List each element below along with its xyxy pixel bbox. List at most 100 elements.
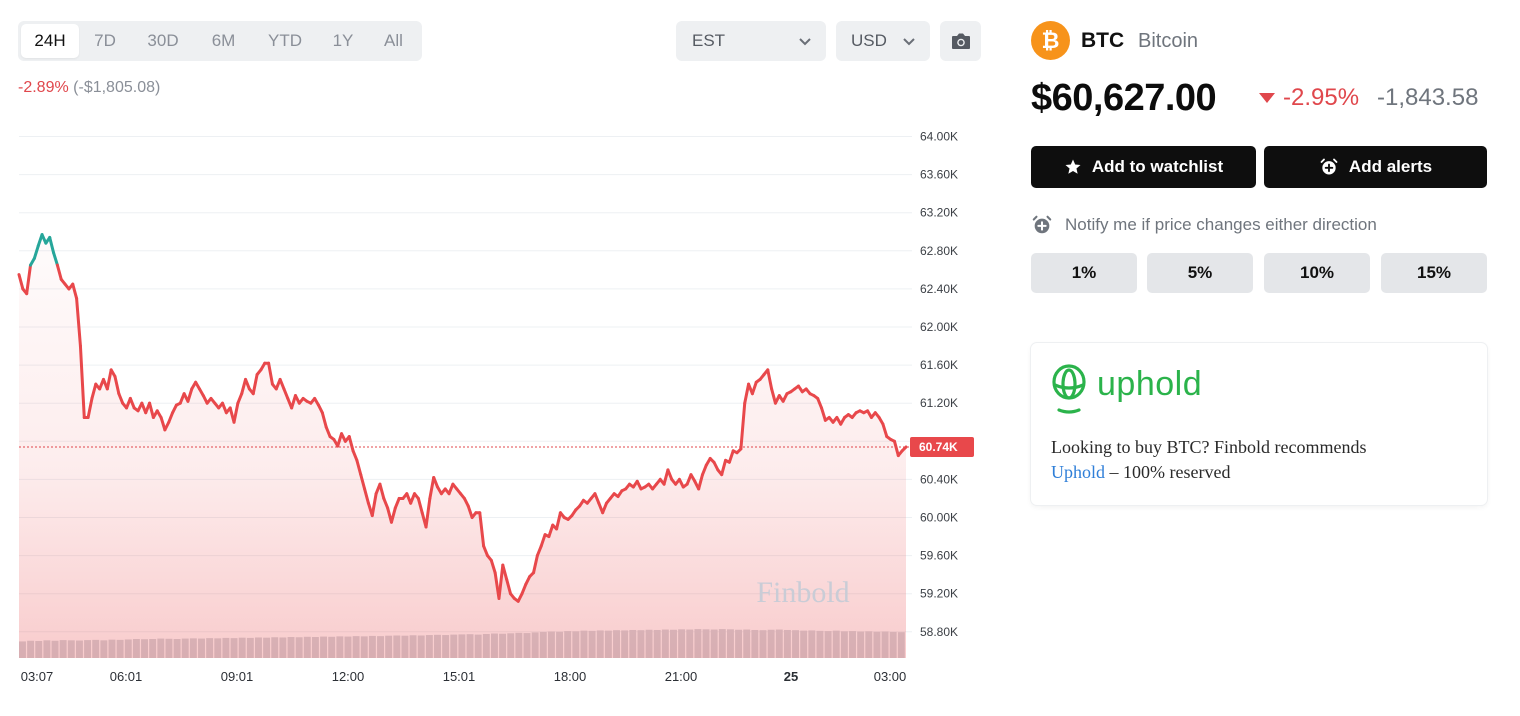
ad-text-lead: Looking to buy BTC? Finbold recommends	[1051, 437, 1367, 457]
star-icon	[1065, 159, 1081, 174]
y-tick-label: 59.60K	[920, 549, 958, 563]
price-line-segment	[52, 251, 59, 267]
y-tick-label: 58.80K	[920, 625, 958, 639]
alarm-clock-icon	[1320, 158, 1338, 175]
price-line-segment	[416, 496, 424, 515]
y-tick-label: 62.00K	[920, 320, 958, 334]
price-line-segment	[555, 511, 562, 531]
add-alerts-button[interactable]: Add alerts	[1264, 146, 1487, 188]
price-line-segment	[159, 415, 167, 432]
price-line-segment	[363, 487, 370, 505]
y-tick-label: 63.20K	[920, 206, 958, 220]
price-line-segment	[278, 377, 286, 391]
price-line-segment	[881, 422, 889, 439]
tab-ytd[interactable]: YTD	[268, 31, 302, 50]
tab-24h[interactable]: 24H	[21, 24, 79, 58]
price-line-segment	[55, 263, 63, 281]
x-tick-label: 12:00	[332, 669, 365, 684]
price-line-segment	[750, 380, 758, 396]
price-line-segment	[148, 401, 155, 419]
notify-5-percent-button[interactable]: 5%	[1147, 253, 1253, 293]
coin-price: $60,627.00	[1031, 77, 1217, 119]
price-line-segment	[336, 432, 344, 448]
price-change-percent: -2.95%	[1259, 84, 1359, 112]
timezone-select[interactable]: EST	[676, 21, 826, 61]
price-line-segment	[378, 482, 386, 500]
x-tick-label: 21:00	[665, 669, 698, 684]
chart-watermark: Finbold	[756, 576, 849, 609]
notify-15-percent-button[interactable]: 15%	[1381, 253, 1487, 293]
coin-name: Bitcoin	[1138, 30, 1199, 52]
price-line-segment	[389, 506, 397, 524]
add-alerts-label: Add alerts	[1348, 157, 1433, 176]
price-line-segment	[532, 554, 539, 575]
y-tick-label: 61.20K	[920, 396, 958, 410]
uphold-brand-name: uphold	[1097, 365, 1203, 403]
price-line-segment	[320, 411, 328, 429]
y-tick-label: 61.60K	[920, 358, 958, 372]
price-line-segment	[232, 401, 240, 424]
price-line-segment	[900, 445, 908, 453]
x-tick-label: 18:00	[554, 669, 587, 684]
price-line-segment	[48, 235, 56, 255]
tab-all[interactable]: All	[384, 31, 403, 50]
notify-10-percent-button[interactable]: 10%	[1264, 253, 1370, 293]
price-line-segment	[505, 577, 512, 596]
uphold-ad-card[interactable]: uphold Looking to buy BTC? Finbold recom…	[1031, 343, 1487, 505]
tab-30d[interactable]: 30D	[147, 31, 179, 50]
tab-1y[interactable]: 1Y	[332, 31, 354, 50]
current-price-tag: 60.74K	[910, 437, 974, 458]
uphold-logo-icon	[1052, 364, 1086, 414]
price-change-absolute: -1,843.58	[1377, 84, 1479, 111]
x-tick-label: 15:01	[443, 669, 476, 684]
add-to-watchlist-button[interactable]: Add to watchlist	[1031, 146, 1256, 188]
price-line-segment	[17, 273, 25, 291]
price-chart: Finbold 64.00K 63.60K 63.20K 62.80K 62.40K 62…	[17, 130, 974, 684]
price-line-segment	[743, 382, 751, 405]
price-line-segment	[186, 387, 194, 403]
price-line-segment	[424, 496, 432, 529]
price-line-segment	[351, 449, 359, 462]
notify-1-percent-button[interactable]: 1%	[1031, 253, 1137, 293]
uphold-link[interactable]: Uphold	[1051, 462, 1105, 482]
bitcoin-logo-icon: ₿	[1031, 21, 1070, 60]
price-line-segment	[539, 533, 547, 548]
price-line-segment	[666, 468, 674, 481]
price-line-segment	[428, 475, 436, 500]
x-tick-label: 06:01	[110, 669, 143, 684]
y-tick-label: 64.00K	[920, 130, 958, 144]
price-line-segment	[816, 396, 824, 410]
camera-icon	[951, 33, 970, 49]
price-line-segment	[105, 368, 113, 391]
price-line-segment	[128, 396, 136, 410]
price-area-fill	[19, 234, 906, 659]
y-tick-label: 60.00K	[920, 511, 958, 525]
price-line-segment	[892, 439, 900, 458]
price-line-segment	[432, 475, 440, 489]
alarm-clock-icon	[1032, 215, 1052, 234]
currency-select[interactable]: USD	[836, 21, 930, 61]
notify-row: Notify me if price changes either direct…	[1031, 214, 1377, 236]
price-line-segment	[244, 377, 251, 391]
price-line-segment	[90, 382, 98, 400]
tab-6m[interactable]: 6M	[211, 31, 236, 50]
coin-symbol: BTC	[1081, 29, 1125, 52]
price-line-segment	[382, 496, 390, 510]
y-tick-label: 62.80K	[920, 244, 958, 258]
price-line-segment	[267, 361, 274, 386]
price-line	[17, 233, 908, 603]
price-line-segment	[359, 473, 367, 491]
price-line-segment	[497, 563, 505, 600]
tab-7d[interactable]: 7D	[94, 31, 116, 50]
period-change-percent: -2.89%	[18, 79, 69, 96]
screenshot-button[interactable]	[940, 21, 981, 61]
price-line-segment	[282, 387, 290, 400]
x-tick-label: 09:01	[221, 669, 254, 684]
price-line-segment	[236, 392, 244, 405]
x-tick-label: 25	[784, 669, 798, 684]
price-line-segment	[355, 458, 363, 477]
price-line-segment	[770, 387, 777, 405]
price-line-segment	[32, 244, 40, 260]
price-change-percent-value: -2.95%	[1283, 84, 1360, 111]
price-line-segment	[113, 375, 121, 396]
